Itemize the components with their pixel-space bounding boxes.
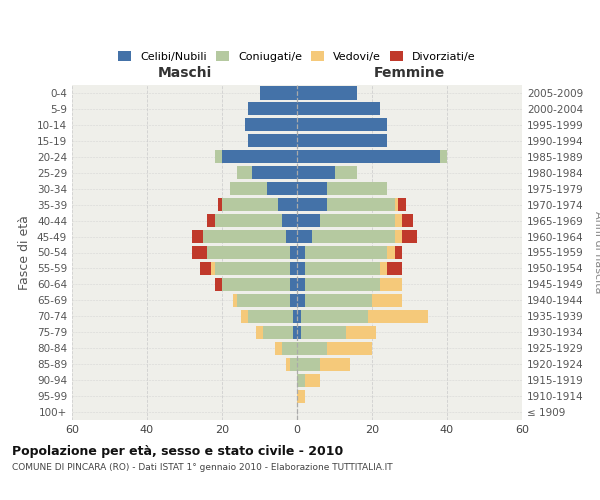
- Bar: [282, 342, 297, 355]
- Bar: [211, 262, 215, 275]
- Bar: [199, 262, 211, 275]
- Bar: [286, 230, 297, 243]
- Bar: [297, 166, 335, 179]
- Bar: [241, 310, 248, 323]
- Bar: [297, 102, 380, 116]
- Bar: [275, 342, 282, 355]
- Bar: [297, 358, 320, 370]
- Bar: [293, 326, 297, 339]
- Bar: [237, 166, 252, 179]
- Text: Popolazione per età, sesso e stato civile - 2010: Popolazione per età, sesso e stato civil…: [12, 445, 343, 458]
- Bar: [301, 326, 346, 339]
- Bar: [267, 182, 297, 195]
- Bar: [297, 86, 357, 100]
- Bar: [282, 214, 297, 227]
- Bar: [327, 342, 372, 355]
- Bar: [215, 214, 282, 227]
- Bar: [297, 390, 305, 402]
- Bar: [229, 182, 267, 195]
- Bar: [256, 326, 263, 339]
- Bar: [222, 150, 297, 164]
- Bar: [297, 342, 327, 355]
- Bar: [248, 134, 297, 147]
- Bar: [297, 310, 301, 323]
- Bar: [387, 262, 402, 275]
- Bar: [192, 246, 207, 259]
- Bar: [245, 118, 297, 132]
- Bar: [320, 358, 349, 370]
- Bar: [233, 294, 237, 307]
- Bar: [207, 246, 290, 259]
- Bar: [387, 246, 395, 259]
- Text: Maschi: Maschi: [157, 66, 212, 80]
- Bar: [252, 166, 297, 179]
- Bar: [207, 214, 215, 227]
- Bar: [215, 262, 290, 275]
- Bar: [439, 150, 447, 164]
- Bar: [297, 198, 327, 211]
- Bar: [297, 118, 387, 132]
- Bar: [301, 310, 368, 323]
- Bar: [192, 230, 203, 243]
- Bar: [297, 230, 312, 243]
- Bar: [215, 150, 222, 164]
- Legend: Celibi/Nubili, Coniugati/e, Vedovi/e, Divorziati/e: Celibi/Nubili, Coniugati/e, Vedovi/e, Di…: [114, 47, 480, 66]
- Bar: [278, 198, 297, 211]
- Bar: [297, 294, 305, 307]
- Bar: [398, 198, 406, 211]
- Bar: [297, 246, 305, 259]
- Bar: [290, 262, 297, 275]
- Bar: [215, 278, 222, 291]
- Bar: [248, 102, 297, 116]
- Bar: [222, 198, 278, 211]
- Bar: [372, 294, 402, 307]
- Text: COMUNE DI PINCARA (RO) - Dati ISTAT 1° gennaio 2010 - Elaborazione TUTTITALIA.IT: COMUNE DI PINCARA (RO) - Dati ISTAT 1° g…: [12, 463, 392, 472]
- Bar: [297, 326, 301, 339]
- Bar: [402, 214, 413, 227]
- Bar: [263, 326, 293, 339]
- Bar: [290, 294, 297, 307]
- Bar: [402, 230, 417, 243]
- Text: Femmine: Femmine: [374, 66, 445, 80]
- Bar: [327, 182, 387, 195]
- Bar: [305, 262, 380, 275]
- Bar: [368, 310, 428, 323]
- Y-axis label: Anni di nascita: Anni di nascita: [593, 211, 600, 294]
- Bar: [335, 166, 357, 179]
- Bar: [297, 182, 327, 195]
- Bar: [395, 214, 402, 227]
- Bar: [305, 246, 387, 259]
- Bar: [327, 198, 395, 211]
- Bar: [260, 86, 297, 100]
- Bar: [395, 198, 398, 211]
- Bar: [203, 230, 286, 243]
- Bar: [290, 278, 297, 291]
- Bar: [380, 278, 402, 291]
- Bar: [320, 214, 395, 227]
- Bar: [305, 294, 372, 307]
- Bar: [248, 310, 293, 323]
- Bar: [293, 310, 297, 323]
- Bar: [297, 278, 305, 291]
- Bar: [297, 262, 305, 275]
- Bar: [312, 230, 395, 243]
- Bar: [305, 374, 320, 386]
- Bar: [222, 278, 290, 291]
- Bar: [290, 246, 297, 259]
- Bar: [380, 262, 387, 275]
- Bar: [218, 198, 222, 211]
- Bar: [297, 214, 320, 227]
- Y-axis label: Fasce di età: Fasce di età: [19, 215, 31, 290]
- Bar: [346, 326, 376, 339]
- Bar: [290, 358, 297, 370]
- Bar: [297, 374, 305, 386]
- Bar: [286, 358, 290, 370]
- Bar: [395, 246, 402, 259]
- Bar: [297, 150, 439, 164]
- Bar: [297, 134, 387, 147]
- Bar: [305, 278, 380, 291]
- Bar: [237, 294, 290, 307]
- Bar: [395, 230, 402, 243]
